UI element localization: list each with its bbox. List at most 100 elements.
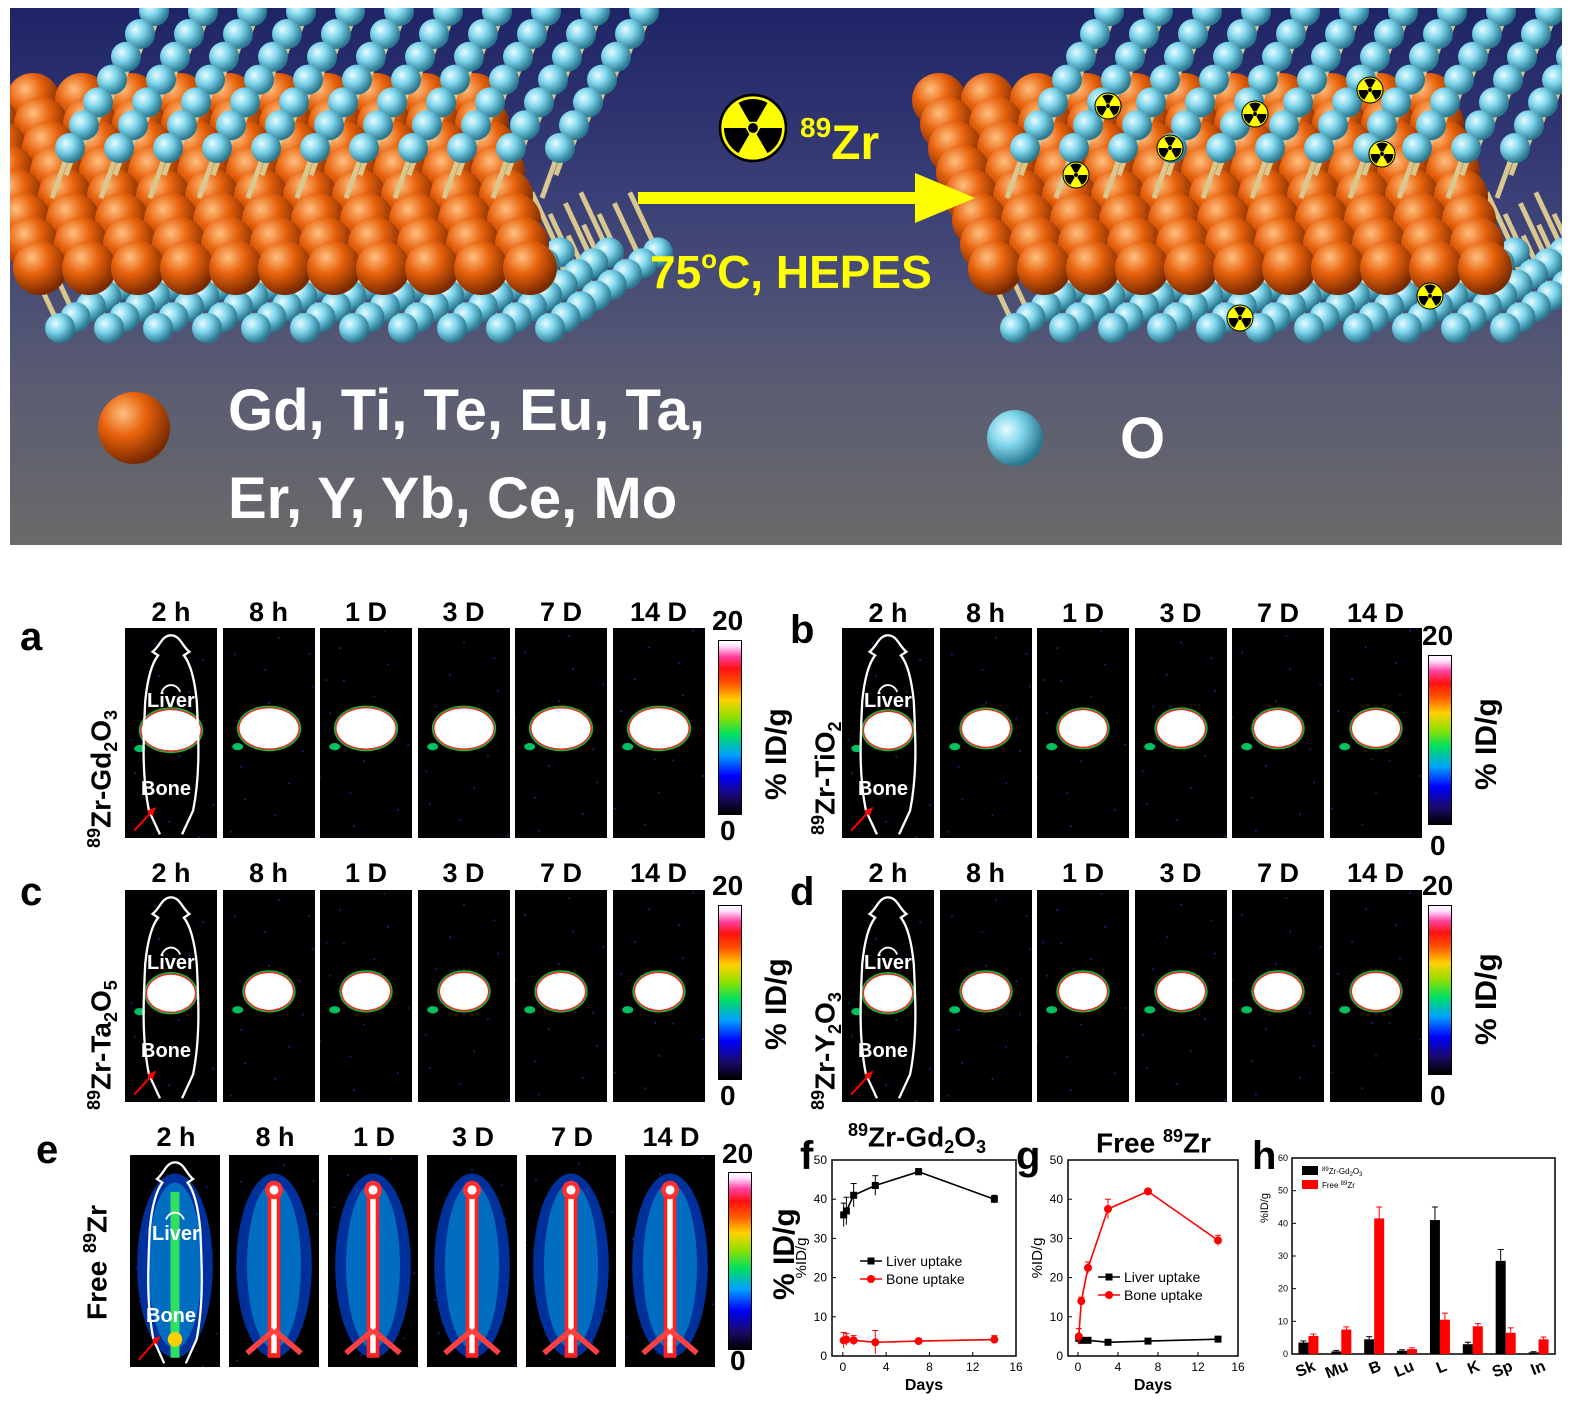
schematic-banner: 89Zr 75oC, HEPES Gd, Ti, Te, Eu, Ta, Er,…: [10, 8, 1562, 545]
panel-a-mass-number: 89: [84, 827, 104, 848]
bar-Mu-1: [1341, 1329, 1352, 1354]
bar-Sk-1: [1308, 1336, 1319, 1354]
panel-d-colorbar-min: 0: [1430, 1080, 1446, 1111]
x-tick-label: 0: [839, 1360, 846, 1374]
y-tick-label: 30: [1278, 1251, 1288, 1261]
y-tick-label: 0: [820, 1349, 827, 1363]
lattice-before: [10, 8, 673, 343]
panel-a-colorbar-unit: % ID/g: [760, 708, 793, 800]
legend-marker: [1105, 1273, 1113, 1281]
panel-e-sample-name: Free 89Zr: [80, 1205, 113, 1320]
bar-K-0: [1462, 1344, 1473, 1354]
data-point: [915, 1168, 923, 1176]
x-tick-label: 8: [926, 1360, 933, 1374]
panel-a-liver-label: Liver: [147, 690, 195, 712]
bar-Mu-0: [1331, 1351, 1342, 1354]
panel-c-pet-image: [222, 890, 315, 1102]
panel-b-time-label: 2 h: [868, 598, 908, 628]
panel-c-pet-image: [320, 890, 412, 1102]
bar-Sk-0: [1298, 1342, 1309, 1354]
panel-d-time-label: 7 D: [1256, 858, 1300, 888]
panel-e-formula: Zr: [81, 1205, 113, 1234]
panel-c-colorbar: [718, 905, 742, 1080]
oxygen-label: O: [1120, 406, 1166, 471]
y-axis-label: %ID/g: [1029, 1238, 1046, 1279]
x-tick-label: 16: [1231, 1360, 1245, 1374]
panel-b-colorbar-unit: % ID/g: [1470, 698, 1503, 790]
panel-b-letter: b: [790, 608, 815, 652]
panel-a-time-label: 7 D: [539, 597, 583, 627]
y-tick-label: 20: [1278, 1284, 1288, 1294]
panel-g-letter: g: [1016, 1134, 1041, 1178]
y-tick-label: 20: [1050, 1271, 1064, 1285]
panel-c-time-label: 3 D: [442, 858, 485, 888]
panel-d-pet-image: [1134, 890, 1227, 1102]
panel-a-formula: Zr-Gd: [85, 751, 117, 828]
bar-L-1: [1439, 1319, 1450, 1354]
panel-c-time-label: 2 h: [151, 858, 191, 888]
data-point: [842, 1335, 851, 1344]
reaction-arrow: [638, 173, 975, 223]
panel-c-pet-image: [515, 890, 607, 1102]
bar-B-1: [1374, 1218, 1385, 1354]
legend-label: Liver uptake: [886, 1253, 962, 1269]
bar-In-1: [1538, 1339, 1549, 1354]
chart-g-liver-bone-uptake: 0 10 20 30 40 50 0 4 8 12 16 Days %ID/g Liver uptake B…: [1029, 1153, 1245, 1394]
data-point: [914, 1337, 923, 1346]
y-tick-label: 30: [1050, 1231, 1064, 1245]
panel-b-pet-image: [1232, 628, 1324, 838]
x-axis-label: Days: [905, 1377, 943, 1394]
panel-e-time-label: 3 D: [451, 1122, 495, 1152]
panel-a-formula-sub1: 2: [100, 741, 121, 752]
x-category-label: Lu: [1392, 1358, 1416, 1381]
panel-c-mass-number: 89: [84, 1089, 104, 1110]
oxygen-legend-ball: [987, 410, 1043, 466]
panel-e-colorbar-min: 0: [730, 1345, 746, 1376]
bar-K-1: [1472, 1326, 1483, 1354]
panel-d-time-label: 1 D: [1061, 858, 1105, 888]
panel-a-time-label: 2 h: [151, 597, 191, 627]
panel-c-colorbar-min: 0: [720, 1080, 736, 1111]
chart-f-title-sub1: 2: [944, 1136, 955, 1157]
panel-c-bone-label: Bone: [141, 1040, 191, 1062]
bar-Sp-1: [1505, 1332, 1516, 1354]
panel-a-colorbar-min: 0: [720, 815, 736, 846]
legend-label: Liver uptake: [1124, 1269, 1200, 1285]
panel-e-mass-number: 89: [80, 1233, 100, 1254]
x-tick-label: 12: [1191, 1360, 1205, 1374]
panel-e-time-label: 1 D: [352, 1122, 396, 1152]
panel-c-pet-image: [417, 890, 510, 1102]
panel-d-time-label: 2 h: [868, 858, 908, 888]
panel-d-colorbar: [1428, 905, 1452, 1075]
plot-frame: [831, 1159, 1017, 1357]
panel-c-formula-sub1: 2: [100, 1012, 121, 1023]
chart-f-title-mass: 89: [848, 1120, 869, 1140]
panel-b-liver-label: Liver: [864, 690, 912, 712]
panel-a-colorbar-max: 20: [712, 605, 744, 636]
bar-In-0: [1528, 1352, 1539, 1354]
panel-e-pet-image: [229, 1155, 319, 1367]
panel-a-pet-image: [417, 628, 510, 838]
x-category-label: L: [1434, 1358, 1450, 1378]
series-line-0: [843, 1170, 995, 1216]
y-tick-label: 60: [1278, 1153, 1288, 1163]
panel-e-pet-image: [526, 1155, 616, 1367]
panel-d-colorbar-max: 20: [1422, 870, 1454, 901]
legend-label: 89Zr-Gd2O3: [1322, 1167, 1363, 1178]
panel-b-colorbar-min: 0: [1430, 830, 1446, 861]
panel-b-time-label: 1 D: [1061, 598, 1105, 628]
panel-d-letter: d: [790, 870, 815, 914]
chart-g-title: Free 89Zr: [1096, 1126, 1211, 1159]
lattice-after: [912, 8, 1562, 343]
panel-d-time-label: 8 h: [965, 858, 1005, 888]
panel-d-sample-name: 89Zr-Y2O3: [808, 992, 846, 1110]
y-axis-label: %ID/g: [793, 1238, 810, 1279]
panel-c-letter: c: [20, 870, 43, 914]
panel-d-mass-number: 89: [808, 1089, 828, 1110]
data-point: [990, 1195, 998, 1203]
data-point: [871, 1181, 879, 1189]
y-tick-label: 40: [1050, 1192, 1064, 1206]
y-tick-label: 40: [1278, 1218, 1288, 1228]
panel-h-letter: h: [1252, 1134, 1277, 1178]
panel-f-letter: f: [800, 1134, 814, 1178]
